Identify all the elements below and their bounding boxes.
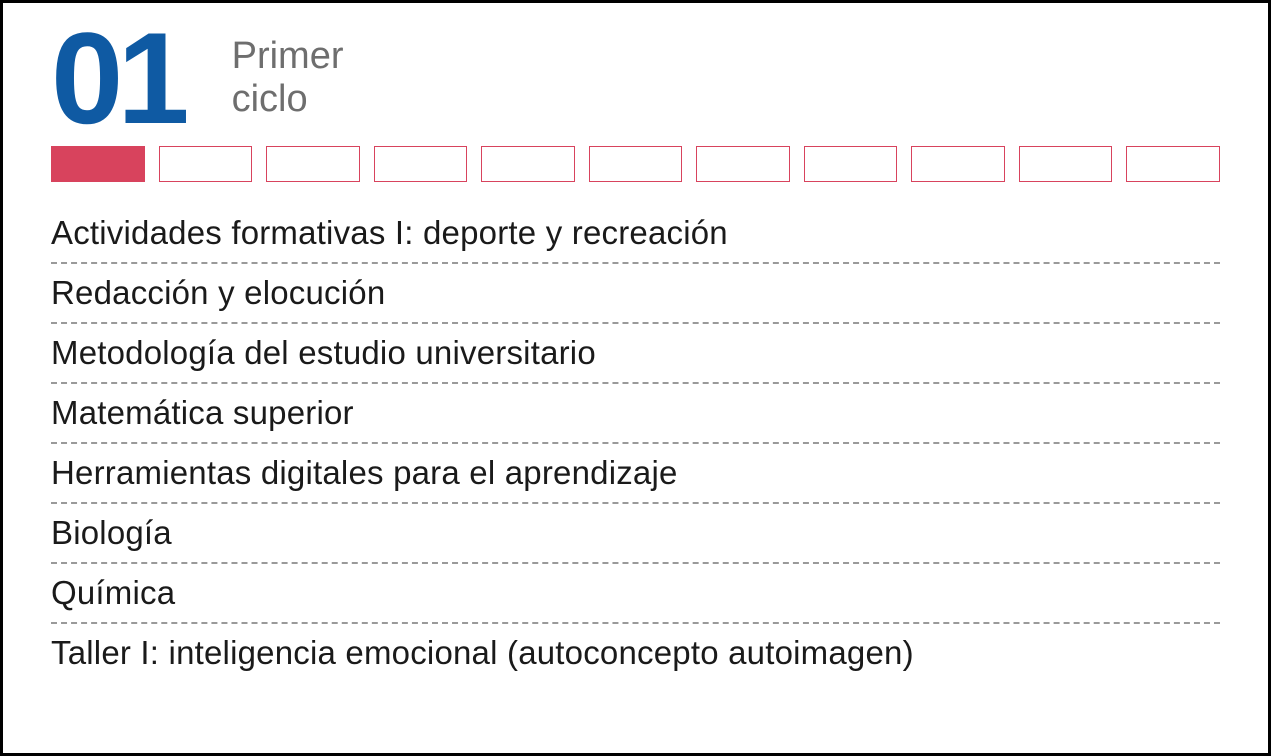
course-item: Matemática superior bbox=[51, 384, 1220, 444]
cycle-number: 01 bbox=[51, 23, 184, 134]
progress-box bbox=[374, 146, 468, 182]
card-header: 01 Primer ciclo bbox=[51, 23, 1220, 134]
course-item: Actividades formativas I: deporte y recr… bbox=[51, 204, 1220, 264]
course-item: Herramientas digitales para el aprendiza… bbox=[51, 444, 1220, 504]
progress-box bbox=[696, 146, 790, 182]
course-item: Metodología del estudio universitario bbox=[51, 324, 1220, 384]
progress-box bbox=[911, 146, 1005, 182]
course-list: Actividades formativas I: deporte y recr… bbox=[51, 204, 1220, 682]
cycle-title: Primer ciclo bbox=[232, 35, 344, 122]
progress-box bbox=[804, 146, 898, 182]
cycle-title-line2: ciclo bbox=[232, 78, 344, 122]
progress-bar bbox=[51, 146, 1220, 182]
course-item: Química bbox=[51, 564, 1220, 624]
progress-box bbox=[1019, 146, 1113, 182]
course-item: Taller I: inteligencia emocional (autoco… bbox=[51, 624, 1220, 682]
cycle-title-line1: Primer bbox=[232, 35, 344, 79]
progress-box bbox=[266, 146, 360, 182]
course-item: Biología bbox=[51, 504, 1220, 564]
progress-box bbox=[159, 146, 253, 182]
progress-box bbox=[589, 146, 683, 182]
course-item: Redacción y elocución bbox=[51, 264, 1220, 324]
progress-box bbox=[1126, 146, 1220, 182]
progress-box bbox=[481, 146, 575, 182]
cycle-card: 01 Primer ciclo Actividades formativas I… bbox=[0, 0, 1271, 756]
progress-box bbox=[51, 146, 145, 182]
